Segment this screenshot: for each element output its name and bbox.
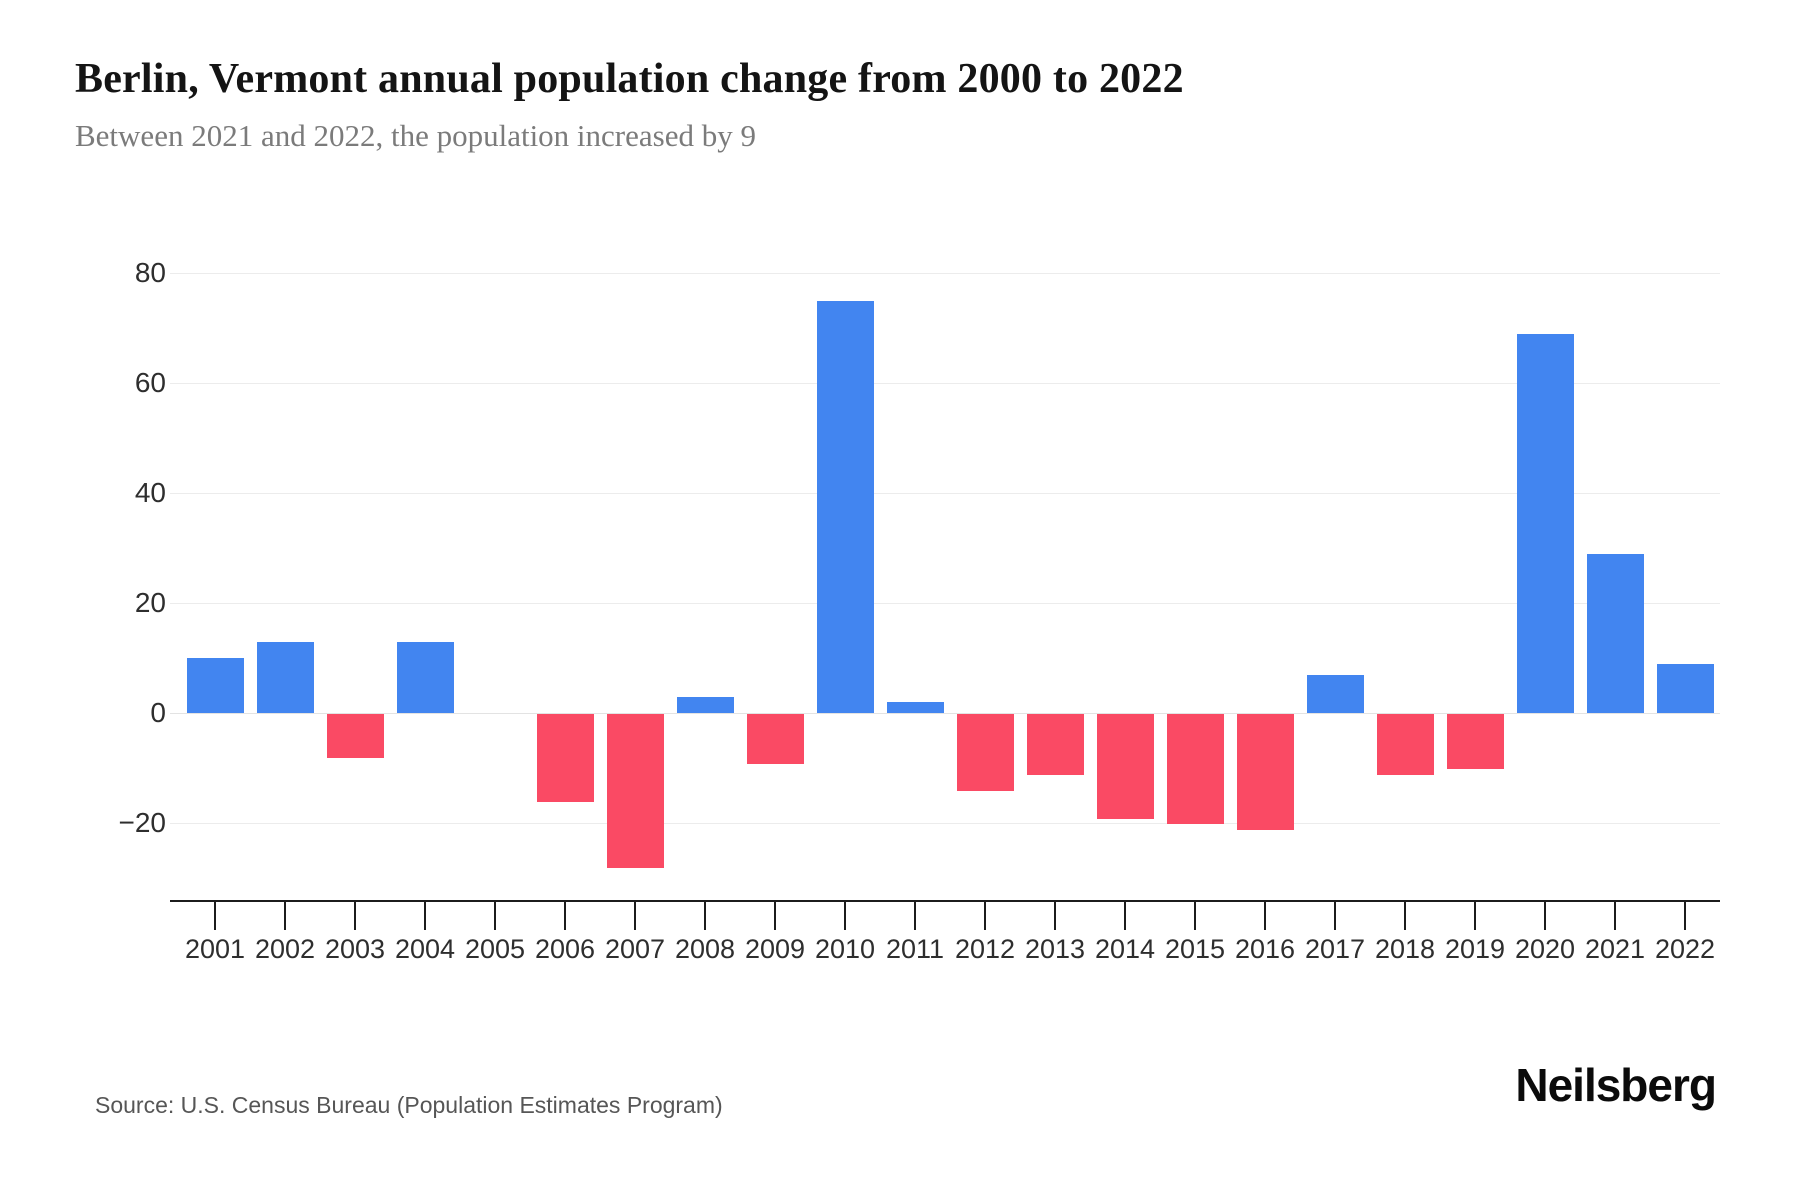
x-axis-label-2010: 2010 [814,934,876,964]
source-note: Source: U.S. Census Bureau (Population E… [95,1092,723,1118]
bar-2020 [1516,333,1574,713]
x-tick-2013 [1054,902,1056,930]
bar-2002 [256,641,314,713]
x-tick-2008 [704,902,706,930]
x-tick-2004 [424,902,426,930]
x-tick-2012 [984,902,986,930]
chart-title: Berlin, Vermont annual population change… [75,56,1184,102]
gridline-y-40 [170,493,1720,494]
bar-2015 [1166,714,1224,824]
x-tick-2022 [1684,902,1686,930]
x-axis-label-2004: 2004 [394,934,456,964]
x-axis-label-2009: 2009 [744,934,806,964]
bar-2013 [1026,714,1084,775]
x-tick-2009 [774,902,776,930]
x-tick-2015 [1194,902,1196,930]
x-axis-label-2007: 2007 [604,934,666,964]
bar-2019 [1446,714,1504,769]
x-axis-label-2018: 2018 [1374,934,1436,964]
gridline-y-80 [170,273,1720,274]
x-tick-2002 [284,902,286,930]
x-axis-label-2005: 2005 [464,934,526,964]
x-axis-line [170,900,1720,902]
y-axis-label--20: −20 [118,807,167,838]
x-axis-label-2011: 2011 [885,934,945,964]
bar-2011 [886,702,944,713]
x-tick-2005 [494,902,496,930]
bar-2003 [326,714,384,758]
gridline-y--20 [170,823,1720,824]
x-tick-2003 [354,902,356,930]
x-tick-2016 [1264,902,1266,930]
bar-2001 [186,658,244,713]
x-axis-label-2022: 2022 [1654,934,1716,964]
bar-2007 [606,714,664,868]
bar-2009 [746,714,804,764]
bar-2022 [1656,663,1714,713]
bar-2017 [1306,674,1364,713]
x-tick-2011 [914,902,916,930]
x-axis-label-2003: 2003 [324,934,386,964]
bar-2012 [956,714,1014,791]
x-axis-label-2020: 2020 [1514,934,1576,964]
x-axis-label-2015: 2015 [1164,934,1226,964]
x-axis-label-2006: 2006 [534,934,596,964]
x-tick-2018 [1404,902,1406,930]
bar-2014 [1096,714,1154,819]
bar-2004 [396,641,454,713]
y-axis-label-40: 40 [134,477,166,508]
bar-2006 [536,714,594,802]
x-tick-2007 [634,902,636,930]
bar-2021 [1586,553,1644,713]
x-axis-label-2014: 2014 [1094,934,1156,964]
x-tick-2014 [1124,902,1126,930]
bar-2016 [1236,714,1294,830]
x-axis-label-2001: 2001 [184,934,246,964]
x-tick-2021 [1614,902,1616,930]
bar-2010 [816,300,874,713]
x-tick-2017 [1334,902,1336,930]
brand-logo: Neilsberg [1515,1059,1717,1111]
y-axis-label-0: 0 [150,697,166,728]
x-axis-label-2021: 2021 [1584,934,1646,964]
gridline-y-0 [170,713,1720,714]
x-axis-label-2002: 2002 [254,934,316,964]
gridline-y-60 [170,383,1720,384]
gridline-y-20 [170,603,1720,604]
bar-2018 [1376,714,1434,775]
y-axis-label-60: 60 [134,367,166,398]
x-tick-2010 [844,902,846,930]
y-axis-label-80: 80 [134,257,166,288]
x-tick-2006 [564,902,566,930]
x-axis-label-2019: 2019 [1444,934,1506,964]
x-axis-label-2017: 2017 [1304,934,1366,964]
x-axis-label-2013: 2013 [1024,934,1086,964]
x-axis-label-2016: 2016 [1234,934,1296,964]
bar-2008 [676,696,734,713]
chart-subtitle: Between 2021 and 2022, the population in… [75,118,756,153]
y-axis-label-20: 20 [134,587,166,618]
x-tick-2020 [1544,902,1546,930]
x-tick-2019 [1474,902,1476,930]
x-tick-2001 [214,902,216,930]
x-axis-label-2012: 2012 [954,934,1016,964]
x-axis-label-2008: 2008 [674,934,736,964]
